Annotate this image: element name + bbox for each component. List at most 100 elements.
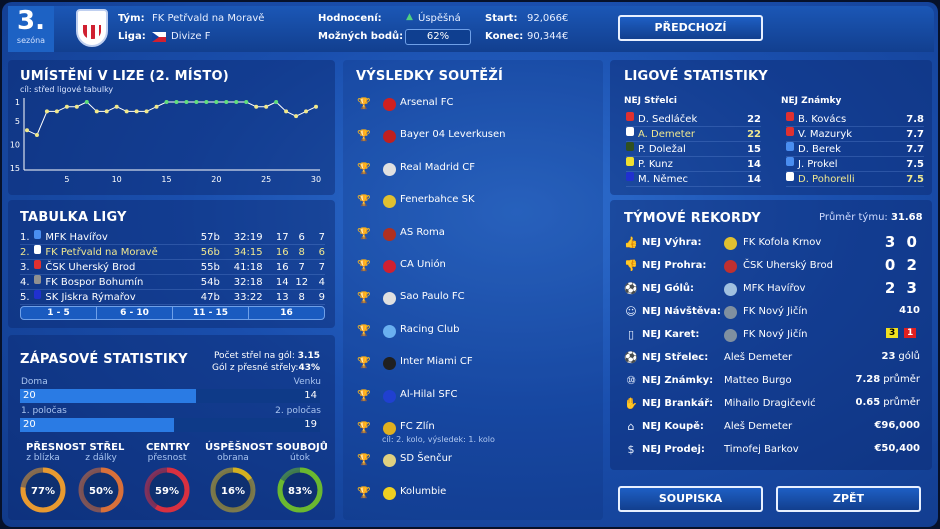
cup-icon: 🏆 xyxy=(357,421,371,434)
competition-team[interactable]: SD Šenčur xyxy=(400,453,453,465)
placement-point xyxy=(144,109,149,114)
team-name: FK Petřvald na Moravě xyxy=(152,13,265,24)
record-label: NEJ Návštěva: xyxy=(642,306,721,317)
moneybag-icon: $ xyxy=(627,443,635,456)
donut-label: útok xyxy=(290,453,310,463)
losses: 9 xyxy=(318,292,326,303)
donut-label: přesnost xyxy=(147,453,187,463)
match-stats-title: ZÁPASOVÉ STATISTIKY xyxy=(20,352,188,367)
record-number: 0.65 xyxy=(855,397,881,408)
player-row[interactable]: D. Pohorelli 7.5 xyxy=(786,172,924,187)
player-row[interactable]: P. Kunz 14 xyxy=(626,157,761,172)
donut-label: obrana xyxy=(217,453,249,463)
draws: 8 xyxy=(298,247,305,258)
placement-point xyxy=(44,109,49,114)
player-row[interactable]: B. Kovács 7.8 xyxy=(786,112,924,127)
shirt-icon xyxy=(786,157,794,166)
competition-team[interactable]: Bayer 04 Leverkusen xyxy=(400,129,506,141)
player-row[interactable]: V. Mazuryk 7.7 xyxy=(786,127,924,142)
table-row[interactable]: 1. MFK Havířov 57b 32:19 17 6 7 xyxy=(20,230,325,245)
shirt-icon xyxy=(33,230,42,239)
competition-team[interactable]: Sao Paulo FC xyxy=(400,291,465,303)
team-name: ČSK Uherský Brod xyxy=(45,262,136,273)
record-holder: FK Nový Jičín xyxy=(743,329,808,340)
club-crest xyxy=(383,454,396,468)
player-value: 22 xyxy=(747,114,761,125)
competition-team[interactable]: Real Madrid CF xyxy=(400,161,475,173)
halves-bar xyxy=(20,418,320,432)
placement-point xyxy=(104,109,109,114)
table-row[interactable]: 5. SK Jiskra Rýmařov 47b 33:22 13 8 9 xyxy=(20,290,325,305)
competition-team[interactable]: Kolumbie xyxy=(400,485,447,497)
club-crest xyxy=(724,283,737,296)
table-row[interactable]: 4. FK Bospor Bohumín 54b 32:18 14 12 4 xyxy=(20,275,325,290)
placement-point xyxy=(294,114,299,119)
losses: 6 xyxy=(318,247,326,258)
record-label: NEJ Střelec: xyxy=(642,352,709,363)
donut-fill xyxy=(20,467,66,513)
player-row[interactable]: J. Prokel 7.5 xyxy=(786,157,924,172)
placement-point xyxy=(204,100,209,104)
records-title: TÝMOVÉ REKORDY xyxy=(624,211,761,226)
record-unit: průměr xyxy=(883,397,920,408)
table-page-tab[interactable]: 6 - 10 xyxy=(97,307,173,319)
donut-chart: 59% xyxy=(144,467,190,513)
competition-team[interactable]: Fenerbahce SK xyxy=(400,194,475,206)
club-crest xyxy=(383,227,396,241)
score: 33:22 xyxy=(233,292,263,303)
player-row[interactable]: A. Demeter 22 xyxy=(626,127,761,142)
donut-label: z dálky xyxy=(85,453,117,463)
wins: 16 xyxy=(275,247,289,258)
score: 34:15 xyxy=(233,247,263,258)
previous-button[interactable]: PŘEDCHOZÍ xyxy=(618,15,763,41)
donut-value: 77% xyxy=(31,486,55,497)
player-row[interactable]: M. Němec 14 xyxy=(626,172,761,187)
placement-point xyxy=(184,100,189,104)
record-holder: Aleš Demeter xyxy=(724,421,793,432)
table-row[interactable]: 3. ČSK Uherský Brod 55b 41:18 16 7 7 xyxy=(20,260,325,275)
club-crest xyxy=(724,306,737,319)
competitions-title: VÝSLEDKY SOUTĚŽÍ xyxy=(356,69,503,84)
competition-team[interactable]: FC Zlín xyxy=(400,421,435,432)
team-average-value: 31.68 xyxy=(890,212,923,223)
placement-point xyxy=(25,128,29,133)
competition-team[interactable]: Arsenal FC xyxy=(400,97,454,108)
czech-flag-icon xyxy=(152,32,166,42)
crosses-heading: CENTRY xyxy=(146,442,190,453)
table-page-tab[interactable]: 1 - 5 xyxy=(21,307,97,319)
head-icon: ☺ xyxy=(625,305,637,318)
points: 47b xyxy=(200,292,220,303)
team-records-panel xyxy=(610,200,932,470)
competition-team[interactable]: Racing Club xyxy=(400,323,460,335)
donut-fill xyxy=(78,467,124,513)
points-label: Možných bodů: xyxy=(318,31,404,42)
record-holder: Aleš Demeter xyxy=(724,352,793,363)
thumbs-down-icon: 👎 xyxy=(624,259,638,272)
table-page-tab[interactable]: 16 xyxy=(280,308,293,318)
record-value: 23 gólů xyxy=(881,351,920,362)
competition-team[interactable]: Al-Hilal SFC xyxy=(400,388,458,400)
table-row[interactable]: 2. FK Petřvald na Moravě 56b 34:15 16 8 6 xyxy=(20,245,325,260)
record-value: 0 2 xyxy=(885,256,920,274)
competition-team[interactable]: AS Roma xyxy=(400,226,445,238)
trophy-icon: 🏆 xyxy=(357,485,371,499)
position: 2. xyxy=(20,247,30,258)
losses: 4 xyxy=(318,277,326,288)
competition-team[interactable]: Inter Miami CF xyxy=(400,356,473,368)
draws: 7 xyxy=(298,262,305,273)
table-page-tab[interactable]: 11 - 15 xyxy=(173,307,249,319)
player-row[interactable]: P. Doležal 15 xyxy=(626,142,761,157)
draws: 12 xyxy=(295,277,309,288)
shirt-icon xyxy=(786,142,794,151)
player-name: A. Demeter xyxy=(638,129,695,140)
competition-team[interactable]: CA Unión xyxy=(400,259,446,270)
league-stats-title: LIGOVÉ STATISTIKY xyxy=(624,69,768,84)
ten-icon: ⑩ xyxy=(626,374,636,387)
record-value: €50,400 xyxy=(874,443,920,454)
player-row[interactable]: D. Sedláček 22 xyxy=(626,112,761,127)
thumbs-up-icon: 👍 xyxy=(624,236,638,249)
squad-button[interactable]: SOUPISKA xyxy=(618,486,763,512)
player-row[interactable]: D. Berek 7.7 xyxy=(786,142,924,157)
back-button[interactable]: ZPĚT xyxy=(776,486,921,512)
